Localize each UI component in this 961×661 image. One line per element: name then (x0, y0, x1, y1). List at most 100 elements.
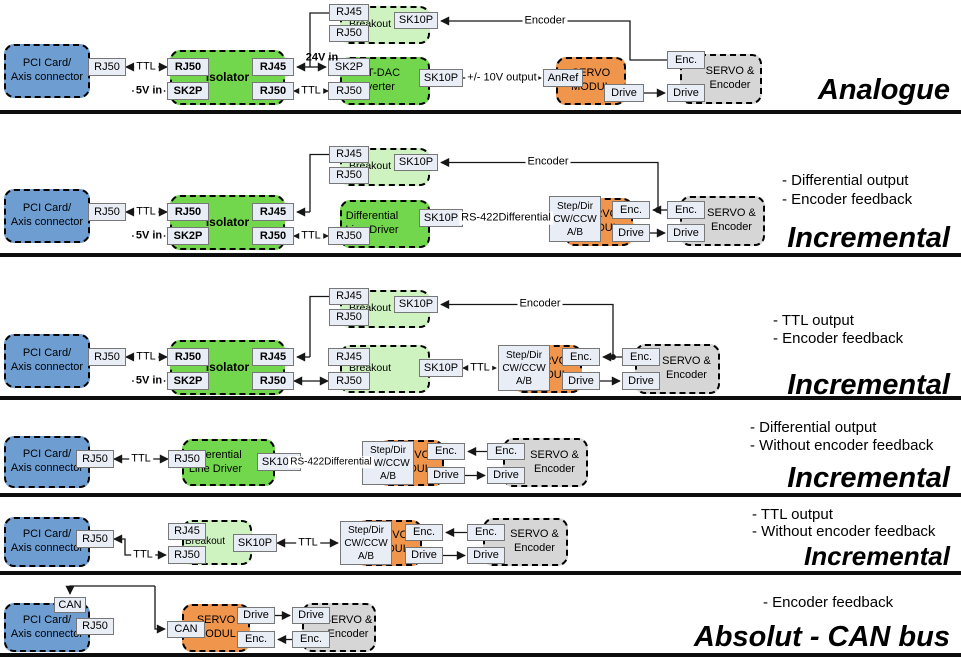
port-sk10p-diff-s2: SK10P (419, 209, 463, 227)
section-title-absolut-can: Absolut - CAN bus (693, 621, 950, 653)
port-rj50-isolator-in-s3-label: RJ50 (174, 350, 202, 363)
wire-label-24v-s1-label: 24V in (305, 51, 339, 64)
port-rj50-uart-s1-label: RJ50 (336, 84, 362, 97)
port-stepdir-modul-s3-label: Step/Dir (505, 349, 543, 361)
wire-label-ttl-s3b-label: TTL (470, 361, 490, 374)
port-drive-encoder-s3: Drive (622, 372, 660, 390)
port-enc-encoder-s6: Enc. (292, 631, 330, 648)
port-rj50-pci-s4-label: RJ50 (82, 452, 108, 465)
servo-encoder-box-s5-label: SERVO & (510, 528, 559, 541)
port-drive-modul-s3: Drive (562, 372, 600, 390)
section-title-incremental-3: Incremental (787, 462, 950, 494)
port-drive-modul-s1-label: Drive (611, 86, 637, 99)
port-rj50-isolator-in-s3: RJ50 (167, 348, 209, 366)
port-enc-modul-s4-label: Enc. (434, 445, 457, 458)
port-rj50-isolator-out-s2-label: RJ50 (259, 229, 287, 242)
port-rj50-diff-s2: RJ50 (328, 227, 370, 245)
section-title-incremental-1: Incremental (787, 222, 950, 254)
port-rj45-breakout-s3a: RJ45 (329, 288, 369, 305)
wire-label-ttl-s3a-label: TTL (136, 350, 156, 363)
pci-card-box-s5-label: PCI Card/ (22, 528, 72, 541)
wire-label-encoder-s3: Encoder (517, 297, 563, 311)
wire-label-encoder-s2-label: Encoder (527, 155, 569, 168)
port-enc-modul-s4: Enc. (427, 443, 465, 460)
port-stepdir-modul-s5: Step/Dir CW/CCW A/B (340, 521, 392, 565)
wire-label-10v-output-s1-label: +/- 10V output (467, 71, 537, 84)
port-rj50-breakout-s3a-label: RJ50 (336, 311, 362, 324)
port-stepdir-modul-s2-label: Step/Dir (556, 200, 594, 212)
servo-encoder-box-s1-label: SERVO & (705, 65, 755, 78)
port-rj50-isolator-in-s2-label: RJ50 (174, 205, 202, 218)
wire-label-rs422-s4-label: RS-422 (290, 456, 325, 468)
port-rj50-breakout-s5-label: RJ50 (174, 548, 200, 561)
pci-card-box-s1-label: PCI Card/ (22, 57, 72, 70)
port-stepdir-modul-s4-label: CW/CCW (366, 457, 410, 469)
port-rj50-breakout-s3b: RJ50 (328, 372, 370, 390)
servo-encoder-box-s6-label: Encoder (327, 627, 369, 640)
port-rj45-isolator-s2: RJ45 (252, 203, 294, 221)
port-drive-modul-s2: Drive (612, 224, 650, 242)
port-rj45-breakout-s2-label: RJ45 (336, 148, 362, 161)
port-drive-modul-s4: Drive (427, 467, 465, 484)
note-s5-2: - Without encoder feedback (752, 523, 936, 540)
wire-label-rs422-s4-label: Differential (324, 456, 372, 468)
breakout-box-s5-label: Breakout (184, 536, 226, 548)
port-rj50-isolator-out-s3: RJ50 (252, 372, 294, 390)
wire-label-5v-s3: 5V in (133, 374, 165, 388)
port-rj45-isolator-s1-label: RJ45 (259, 60, 287, 73)
port-rj50-pci-s2-label: RJ50 (94, 205, 120, 218)
port-drive-encoder-s5: Drive (467, 547, 505, 564)
port-drive-encoder-s2-label: Drive (673, 226, 699, 239)
port-rj45-isolator-s1: RJ45 (252, 58, 294, 76)
port-rj50-pci-s1-label: RJ50 (94, 60, 120, 73)
port-sk10p-breakout-s3a-label: SK10P (398, 298, 434, 311)
port-sk10p-breakout-s5: SK10P (233, 534, 277, 552)
port-rj50-isolator-out-s1-label: RJ50 (259, 84, 287, 97)
port-rj50-breakout-s2: RJ50 (329, 167, 369, 184)
port-rj45-breakout-s1-label: RJ45 (336, 6, 362, 19)
port-enc-modul-s3-label: Enc. (569, 350, 592, 363)
servo-encoder-box-s5-label: Encoder (514, 542, 555, 554)
wire-label-rs422-s2: RS-422Differential (459, 211, 553, 225)
port-drive-encoder-s3-label: Drive (628, 374, 654, 387)
pci-card-box-s2-label: PCI Card/ (22, 202, 72, 215)
port-rj45-breakout-s3b: RJ45 (328, 348, 370, 366)
section-title-analogue: Analogue (817, 74, 950, 106)
wire-label-ttl-s5b: TTL (296, 536, 320, 550)
pci-card-box-s1-label: Axis connector (10, 71, 84, 83)
wire-label-5v-s1: 5V in (133, 84, 165, 98)
port-rj50-breakout-s1-label: RJ50 (336, 27, 362, 40)
port-rj50-pci-s4: RJ50 (76, 450, 114, 468)
note-s3-2: - Encoder feedback (773, 330, 904, 347)
wire-label-rs422-s2-label: RS-422 (461, 211, 499, 224)
port-rj50-breakout-s3a: RJ50 (329, 309, 369, 326)
wire-label-5v-s1-label: 5V in (135, 84, 163, 97)
port-rj50-pci-s2: RJ50 (88, 203, 126, 221)
port-enc-modul-s6-label: Enc. (244, 633, 267, 646)
port-stepdir-modul-s5-label: A/B (357, 550, 375, 562)
note-s4-2: - Without encoder feedback (750, 437, 934, 454)
wire-label-ttl-s2a-label: TTL (136, 205, 156, 218)
wire-label-ttl-s3b: TTL (468, 361, 492, 375)
port-enc-modul-s6: Enc. (237, 631, 275, 648)
port-rj45-breakout-s5: RJ45 (168, 523, 206, 540)
section-title-incremental-2: Incremental (787, 369, 950, 401)
section-separator (0, 396, 961, 400)
wire-label-encoder-s1: Encoder (522, 14, 568, 28)
servo-encoder-box-s1-label: Encoder (709, 79, 751, 91)
port-rj50-pci-s3: RJ50 (88, 348, 126, 366)
wire-label-ttl-s3a: TTL (134, 350, 158, 364)
port-sk2p-isolator-s2-label: SK2P (173, 229, 203, 242)
pci-card-box-s1: PCI Card/Axis connector (4, 44, 90, 98)
port-sk10p-breakout-s1: SK10P (394, 12, 438, 29)
note-s5-1: - TTL output (752, 506, 833, 523)
wire-label-rs422-s2-label: Differential (498, 211, 551, 224)
port-drive-encoder-s1-label: Drive (673, 86, 699, 99)
section-title-incremental-4: Incremental (804, 541, 950, 571)
port-drive-modul-s6: Drive (237, 607, 275, 624)
port-can-modul-s6: CAN (167, 621, 205, 638)
servo-encoder-box-s3-label: Encoder (666, 369, 707, 381)
port-sk2p-isolator-s3: SK2P (167, 372, 209, 390)
section-separator (0, 653, 961, 657)
wire-label-ttl-s4: TTL (129, 452, 153, 466)
